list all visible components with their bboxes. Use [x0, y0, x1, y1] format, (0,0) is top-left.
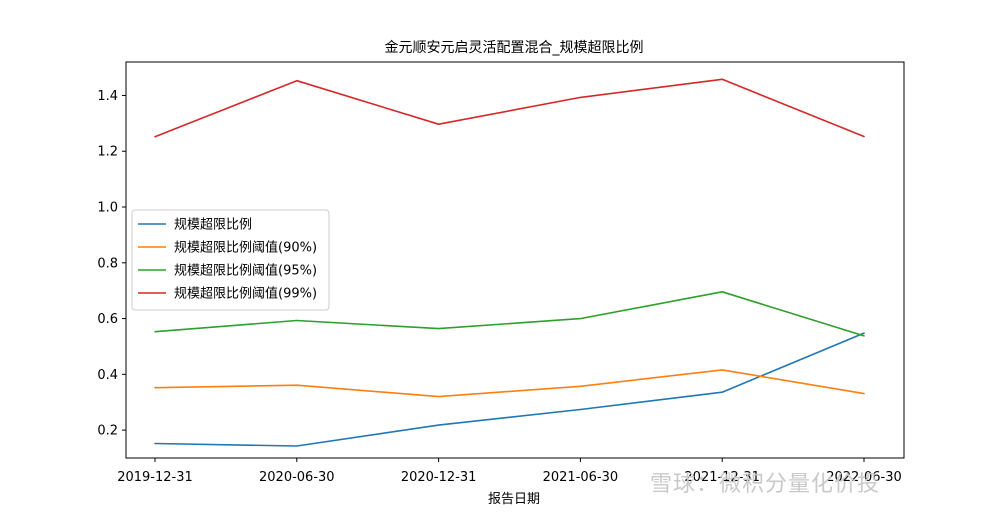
x-axis: 2019-12-31 2020-06-30 2020-12-31 2021-06-30…: [117, 458, 902, 485]
y-tick-label: 0.2: [97, 424, 118, 439]
legend-box: [131, 209, 330, 311]
series-line-2: [154, 369, 865, 398]
chart-title: 金元顺安元启灵活配置混合_规模超限比例: [385, 40, 644, 56]
y-axis: 0.2 0.4 0.6 0.8 1.0 1.2 1.4: [97, 89, 126, 439]
legend-label: 规模超限比例阈值(99%): [174, 286, 317, 302]
y-tick-label: 1.2: [97, 145, 118, 160]
series-line-4: [154, 78, 865, 138]
watermark: 雪球：微积分量化价投: [650, 472, 881, 497]
x-tick-label: 2019-12-31: [117, 470, 193, 485]
series-line-3: [154, 290, 865, 337]
x-axis-label: 报告日期: [488, 492, 540, 507]
series-layer: [154, 78, 865, 447]
legend-label: 规模超限比例阈值(95%): [174, 263, 317, 279]
x-tick-label: 2020-12-31: [401, 470, 477, 485]
legend-label: 规模超限比例阈值(90%): [174, 240, 317, 256]
y-tick-label: 0.8: [97, 256, 118, 271]
y-tick-label: 0.4: [97, 368, 118, 383]
y-tick-label: 1.0: [97, 201, 118, 216]
x-tick-label: 2021-06-30: [543, 470, 619, 485]
y-tick-label: 1.4: [97, 89, 118, 104]
legend-label: 规模超限比例: [174, 218, 252, 233]
x-tick-label: 2022-06-30: [826, 470, 902, 485]
y-tick-label: 0.6: [97, 312, 118, 327]
series-line-1: [154, 332, 865, 447]
x-tick-label: 2020-06-30: [259, 470, 335, 485]
x-tick-label: 2021-12-31: [684, 470, 760, 485]
